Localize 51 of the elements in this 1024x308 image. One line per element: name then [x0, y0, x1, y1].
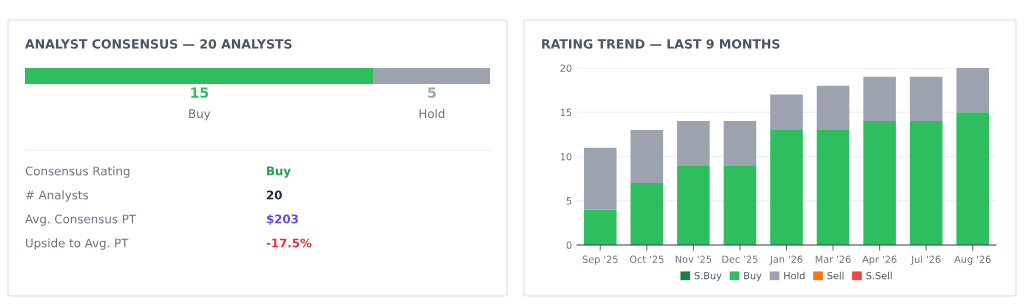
- x-tick-label: Apr '26: [862, 255, 897, 265]
- text: Buy: [267, 166, 291, 178]
- x-tick-label: Mar '26: [815, 255, 851, 263]
- x-tick-label: Jan '26: [769, 255, 803, 265]
- x-tick-label: Sep '25: [582, 255, 618, 265]
- x-tick-label: Oct '25: [629, 255, 664, 263]
- data-label: 5: [428, 87, 436, 98]
- bar: [630, 183, 664, 245]
- data-label: 15: [191, 87, 209, 98]
- bar: [909, 121, 943, 245]
- x-tick-label: Nov '25: [675, 255, 712, 263]
- bar: [677, 165, 710, 245]
- legend-label: S.Sell: [866, 271, 892, 280]
- bar: [770, 94, 803, 130]
- bar: [863, 76, 896, 122]
- x-tick-label: Dec '25: [722, 255, 758, 263]
- text: Avg. Consensus PT: [25, 214, 137, 226]
- bar: [956, 112, 990, 245]
- x-tick-label: Aug '26: [954, 255, 991, 265]
- text: $203: [266, 214, 298, 225]
- bar: [816, 85, 850, 130]
- legend-label: Buy: [744, 272, 762, 282]
- bar: [583, 209, 617, 245]
- bar: [723, 121, 757, 166]
- bar: [677, 121, 710, 166]
- bar: [583, 147, 617, 210]
- legend-label: S.Buy: [694, 271, 722, 282]
- y-tick-label: 15: [560, 108, 572, 117]
- text: Hold: [419, 108, 445, 119]
- bar: [723, 165, 757, 245]
- y-tick-label: 5: [566, 197, 572, 205]
- legend-label: Sell: [827, 271, 844, 280]
- legend-label: Hold: [784, 271, 805, 280]
- text: Upside to Avg. PT: [26, 238, 129, 250]
- y-tick-label: 10: [560, 152, 572, 161]
- y-tick-label: 20: [560, 64, 572, 72]
- text: 20: [266, 190, 282, 200]
- bar: [863, 121, 896, 245]
- text: # Analysts: [25, 190, 89, 202]
- text: Consensus Rating: [25, 166, 130, 178]
- x-tick-label: Jul '26: [910, 255, 941, 265]
- bar: [816, 129, 850, 245]
- bar: [770, 129, 803, 245]
- text: Buy: [189, 109, 211, 121]
- chart-title: ANALYST CONSENSUS — 20 ANALYSTS: [25, 39, 292, 49]
- bar: [956, 68, 990, 113]
- bar: [909, 76, 943, 122]
- chart-title: RATING TREND — LAST 9 MONTHS: [542, 39, 780, 49]
- bar: [630, 129, 664, 184]
- text: -17.5%: [266, 238, 312, 248]
- y-tick-label: 0: [566, 241, 572, 249]
